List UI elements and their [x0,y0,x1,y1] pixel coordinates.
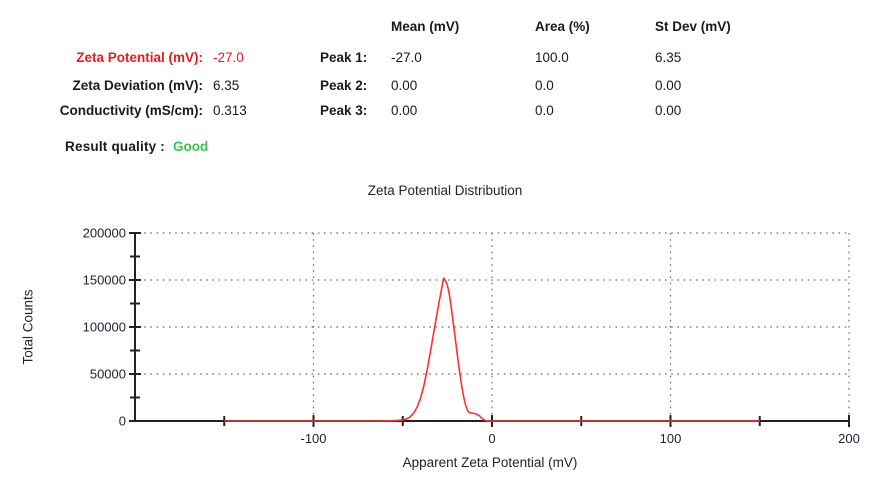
conductivity-row: Conductivity (mS/cm): 0.313 [0,103,247,119]
peak-3-stdev: 0.00 [655,103,682,118]
zeta-potential-label: Zeta Potential (mV): [76,50,203,65]
peak-1-row: Peak 1: -27.0 100.0 6.35 [320,50,770,66]
peak-2-row: Peak 2: 0.00 0.0 0.00 [320,78,770,94]
chart-title: Zeta Potential Distribution [367,183,523,198]
peaks-header-row: Mean (mV) Area (%) St Dev (mV) [320,19,770,35]
chart-tick-labels: 0 50000 100000 150000 200000 -100 0 100 200 [83,226,860,447]
svg-text:100: 100 [660,431,682,446]
distribution-curve [224,277,760,422]
peak-1-area: 100.0 [535,50,569,65]
peak-3-row: Peak 3: 0.00 0.0 0.00 [320,103,770,119]
peak-1-mean: -27.0 [391,50,422,65]
col-header-stdev: St Dev (mV) [655,19,731,34]
peak-3-label: Peak 3: [320,103,368,118]
svg-text:200000: 200000 [83,226,126,241]
svg-text:150000: 150000 [83,273,126,288]
result-quality-label: Result quality : [65,139,165,154]
peak-1-stdev: 6.35 [655,50,682,65]
col-header-mean: Mean (mV) [391,19,460,34]
result-quality-value: Good [173,139,209,154]
chart-tick-marks [129,232,850,427]
peak-2-stdev: 0.00 [655,78,682,93]
zeta-deviation-value: 6.35 [213,78,240,93]
svg-text:200: 200 [838,431,860,446]
conductivity-label: Conductivity (mS/cm): [59,103,203,118]
svg-text:100000: 100000 [83,320,126,335]
svg-text:0: 0 [119,414,126,429]
col-header-area: Area (%) [535,19,590,34]
zeta-potential-row: Zeta Potential (mV): -27.0 [0,50,244,66]
peak-1-label: Peak 1: [320,50,368,65]
zeta-deviation-row: Zeta Deviation (mV): 6.35 [0,78,239,94]
peak-2-mean: 0.00 [391,78,418,93]
peak-2-label: Peak 2: [320,78,368,93]
conductivity-value: 0.313 [213,103,247,118]
peak-3-area: 0.0 [535,103,554,118]
zeta-potential-value: -27.0 [213,50,244,65]
x-axis-title: Apparent Zeta Potential (mV) [402,455,578,470]
chart-gridlines [138,232,850,418]
svg-text:0: 0 [488,431,495,446]
peak-3-mean: 0.00 [391,103,418,118]
svg-text:50000: 50000 [90,367,126,382]
peak-2-area: 0.0 [535,78,554,93]
result-quality-row: Result quality : Good [0,139,208,155]
y-axis-title: Total Counts [20,289,36,365]
zeta-deviation-label: Zeta Deviation (mV): [72,78,203,93]
svg-text:-100: -100 [300,431,326,446]
